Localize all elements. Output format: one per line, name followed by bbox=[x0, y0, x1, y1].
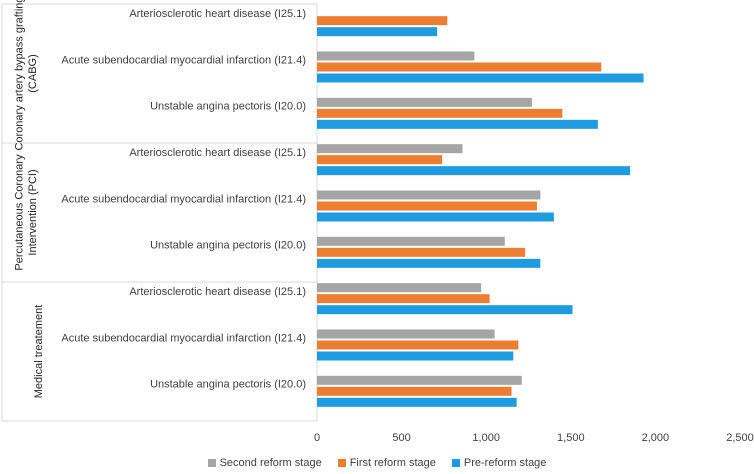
category-label: Arteriosclerotic heart disease (I25.1) bbox=[129, 8, 306, 20]
group-label-line: Coronary artery bypass grafting bbox=[13, 0, 25, 151]
bar-second-reform-stage bbox=[317, 236, 505, 246]
bar-pre-reform-stage bbox=[317, 305, 573, 315]
bar-second-reform-stage bbox=[317, 51, 475, 61]
x-tick-label: 1,000 bbox=[472, 432, 500, 444]
group-label: Medical treatement bbox=[33, 305, 45, 399]
category-label: Arteriosclerotic heart disease (I25.1) bbox=[129, 286, 306, 298]
x-tick-label: 0 bbox=[314, 432, 320, 444]
x-axis-ticks: 0 500 1,000 1,500 2,000 2,500 bbox=[314, 432, 754, 444]
bar-pre-reform-stage bbox=[317, 351, 514, 361]
category-label: Arteriosclerotic heart disease (I25.1) bbox=[129, 147, 306, 159]
bar-second-reform-stage bbox=[317, 97, 532, 107]
legend-swatch-first-reform bbox=[337, 459, 346, 467]
category-label: Acute subendocardial myocardial infarcti… bbox=[61, 54, 306, 66]
group-labels: Coronary artery bypass grafting (CABG) Per… bbox=[13, 0, 44, 398]
category-label: Acute subendocardial myocardial infarcti… bbox=[61, 332, 306, 344]
x-tick-label: 2,000 bbox=[642, 432, 670, 444]
bar-pre-reform-stage bbox=[317, 212, 554, 222]
bar-first-reform-stage bbox=[317, 155, 443, 165]
x-tick-label: 500 bbox=[392, 432, 410, 444]
bar-pre-reform-stage bbox=[317, 166, 631, 176]
legend-item-second-reform: Second reform stage bbox=[207, 457, 322, 469]
legend-label-first-reform: First reform stage bbox=[349, 457, 436, 469]
x-tick-label: 2,500 bbox=[726, 432, 754, 444]
legend-label-pre-reform: Pre-reform stage bbox=[463, 457, 547, 469]
bars bbox=[317, 16, 644, 407]
legend-item-pre-reform: Pre-reform stage bbox=[451, 457, 547, 469]
bar-first-reform-stage bbox=[317, 108, 563, 118]
bar-pre-reform-stage bbox=[317, 73, 644, 83]
bar-second-reform-stage bbox=[317, 283, 482, 293]
bar-first-reform-stage bbox=[317, 386, 512, 396]
x-tick-label: 1,500 bbox=[557, 432, 585, 444]
legend-label-second-reform: Second reform stage bbox=[219, 457, 322, 469]
legend: Second reform stage First reform stage P… bbox=[0, 454, 754, 472]
category-label: Unstable angina pectoris (I20.0) bbox=[150, 240, 306, 252]
bar-second-reform-stage bbox=[317, 329, 495, 339]
bar-first-reform-stage bbox=[317, 16, 448, 26]
bar-pre-reform-stage bbox=[317, 258, 541, 268]
category-labels: Arteriosclerotic heart disease (I25.1) Ac… bbox=[61, 8, 306, 391]
legend-swatch-pre-reform bbox=[451, 459, 460, 467]
bar-second-reform-stage bbox=[317, 144, 463, 154]
legend-item-first-reform: First reform stage bbox=[337, 457, 436, 469]
bar-first-reform-stage bbox=[317, 340, 519, 350]
category-label: Unstable angina pectoris (I20.0) bbox=[150, 101, 306, 113]
bar-second-reform-stage bbox=[317, 375, 522, 385]
group-label-line: (CABG) bbox=[27, 54, 39, 93]
group-label-line: Percutaneous Coronary bbox=[13, 154, 25, 271]
chart-frame bbox=[1, 3, 318, 422]
category-label: Unstable angina pectoris (I20.0) bbox=[150, 379, 306, 391]
bar-first-reform-stage bbox=[317, 62, 602, 72]
group-label-line: Intervention (PCI) bbox=[27, 169, 39, 255]
bar-first-reform-stage bbox=[317, 294, 490, 304]
legend-swatch-second-reform bbox=[207, 459, 216, 467]
bar-pre-reform-stage bbox=[317, 397, 517, 407]
group-label: Coronary artery bypass grafting (CABG) bbox=[13, 0, 39, 151]
bar-first-reform-stage bbox=[317, 201, 537, 211]
bar-second-reform-stage bbox=[317, 190, 541, 200]
category-label: Acute subendocardial myocardial infarcti… bbox=[61, 193, 306, 205]
bar-pre-reform-stage bbox=[317, 27, 438, 37]
group-label-line: Medical treatement bbox=[33, 305, 45, 399]
bar-first-reform-stage bbox=[317, 247, 526, 257]
group-label: Percutaneous Coronary Intervention (PCI) bbox=[13, 154, 39, 271]
bar-pre-reform-stage bbox=[317, 119, 598, 129]
